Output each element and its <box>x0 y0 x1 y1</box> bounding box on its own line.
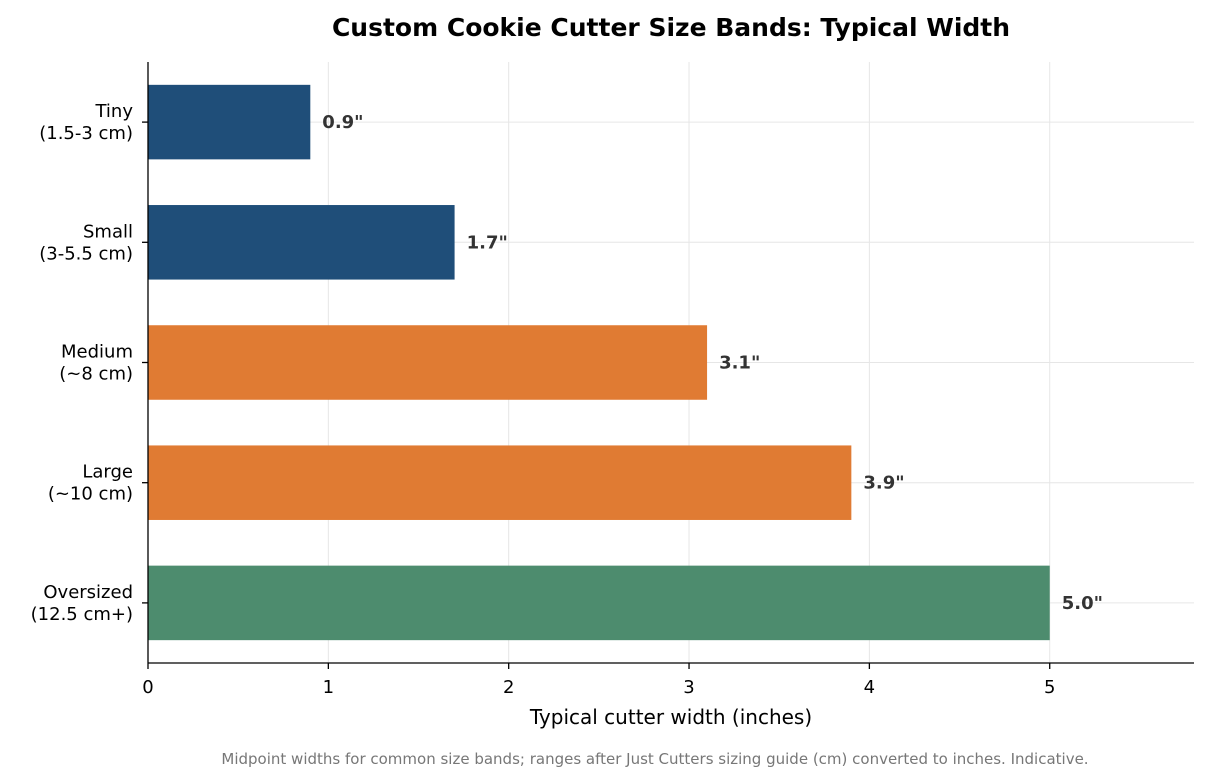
chart-title: Custom Cookie Cutter Size Bands: Typical… <box>332 13 1010 42</box>
y-tick-label: Oversized (12.5 cm+) <box>31 582 133 625</box>
y-tick-label: Tiny (1.5-3 cm) <box>39 101 133 144</box>
x-tick-label: 4 <box>864 677 875 698</box>
x-tick-label: 3 <box>683 677 694 698</box>
y-tick-label-line: Small <box>83 221 133 242</box>
bar-value-label: 0.9" <box>322 112 363 133</box>
x-ticks: 0 1 2 3 4 5 <box>142 663 1055 698</box>
y-tick-label-line: Medium <box>61 342 133 363</box>
x-tick-label: 5 <box>1044 677 1055 698</box>
x-axis-label: Typical cutter width (inches) <box>529 705 812 729</box>
y-tick-label-line: (1.5-3 cm) <box>39 123 133 144</box>
x-tick-label: 2 <box>503 677 514 698</box>
bar <box>148 565 1050 641</box>
bar <box>148 84 311 160</box>
y-tick-label-line: (~8 cm) <box>59 364 133 385</box>
y-tick-label-line: Tiny <box>94 101 133 122</box>
x-tick-label: 1 <box>323 677 334 698</box>
y-tick-label-line: Oversized <box>43 582 133 603</box>
bar <box>148 205 455 280</box>
bar-value-label: 3.1" <box>719 353 760 374</box>
bar <box>148 325 708 400</box>
bar-value-label: 5.0" <box>1062 593 1103 614</box>
y-tick-label: Small (3-5.5 cm) <box>39 221 133 264</box>
y-ticks: Tiny (1.5-3 cm) Small (3-5.5 cm) Medium (~8 c… <box>31 101 148 625</box>
y-tick-label: Large (~10 cm) <box>48 462 133 505</box>
x-tick-label: 0 <box>142 677 153 698</box>
y-tick-label-line: Large <box>82 462 133 483</box>
y-tick-label: Medium (~8 cm) <box>59 342 133 385</box>
y-tick-label-line: (3-5.5 cm) <box>39 243 133 264</box>
bar-value-label: 3.9" <box>863 473 904 494</box>
y-tick-label-line: (12.5 cm+) <box>31 604 133 625</box>
bars: 0.9" 1.7" 3.1" 3.9" 5.0" <box>148 84 1103 641</box>
bar <box>148 445 852 520</box>
y-tick-label-line: (~10 cm) <box>48 484 133 505</box>
bar-value-label: 1.7" <box>467 232 508 253</box>
chart-caption: Midpoint widths for common size bands; r… <box>221 750 1088 768</box>
